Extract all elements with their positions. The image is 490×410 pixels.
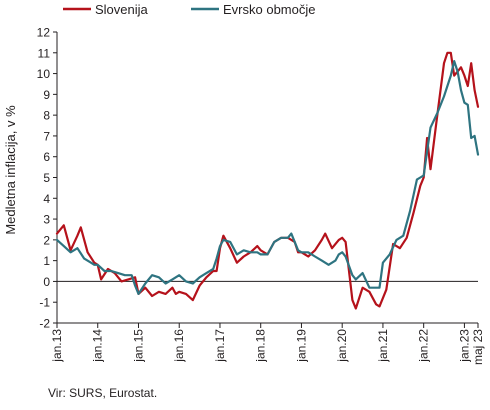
x-tick-label: jan.22 bbox=[417, 329, 431, 363]
y-tick-label: 0 bbox=[43, 275, 50, 289]
series-line-slovenija bbox=[55, 51, 480, 310]
y-tick-label: 11 bbox=[38, 46, 51, 60]
y-tick-label: 7 bbox=[43, 129, 50, 143]
y-tick-label: 6 bbox=[43, 150, 50, 164]
y-tick-label: 1 bbox=[43, 254, 50, 268]
series-lines bbox=[55, 51, 480, 310]
y-tick-label: -1 bbox=[39, 296, 50, 310]
x-tick-label: jan.13 bbox=[50, 329, 64, 363]
x-tick-label: jan.18 bbox=[254, 329, 268, 363]
y-tick-label: -2 bbox=[39, 317, 50, 331]
x-tick-label: jan.15 bbox=[131, 329, 145, 363]
y-tick-label: 12 bbox=[37, 26, 51, 40]
x-tick-label: jan.20 bbox=[335, 329, 349, 363]
y-tick-label: 2 bbox=[43, 233, 50, 247]
y-tick-label: 3 bbox=[43, 213, 50, 227]
y-tick-label: 8 bbox=[43, 109, 50, 123]
x-tick-label: jan.21 bbox=[376, 329, 390, 363]
legend-label-slovenija: Slovenija bbox=[95, 2, 149, 17]
series-line-evrsko-obmocje bbox=[55, 60, 480, 295]
y-tick-label: 9 bbox=[43, 88, 50, 102]
x-tick-label: jan.16 bbox=[172, 329, 186, 363]
x-tick-label: jan.19 bbox=[294, 329, 308, 363]
y-tick-label: 10 bbox=[37, 67, 51, 81]
x-tick-label: maj 23 bbox=[471, 329, 485, 365]
source-note: Vir: SURS, Eurostat. bbox=[48, 386, 158, 400]
chart-legend: Slovenija Evrsko območje bbox=[63, 2, 315, 17]
y-axis-title: Medletna inflacija, v % bbox=[3, 105, 18, 235]
x-tick-label: jan.14 bbox=[91, 329, 105, 363]
x-ticks: jan.13 jan.14 jan.15 jan.16 jan.17 jan.18 jan.… bbox=[50, 323, 485, 365]
x-tick-label: jan.17 bbox=[213, 329, 227, 363]
legend-label-evrsko-obmocje: Evrsko območje bbox=[223, 2, 315, 17]
x-tick-label: jan.23 bbox=[457, 329, 471, 363]
y-tick-label: 5 bbox=[43, 171, 50, 185]
y-tick-label: 4 bbox=[43, 192, 50, 206]
